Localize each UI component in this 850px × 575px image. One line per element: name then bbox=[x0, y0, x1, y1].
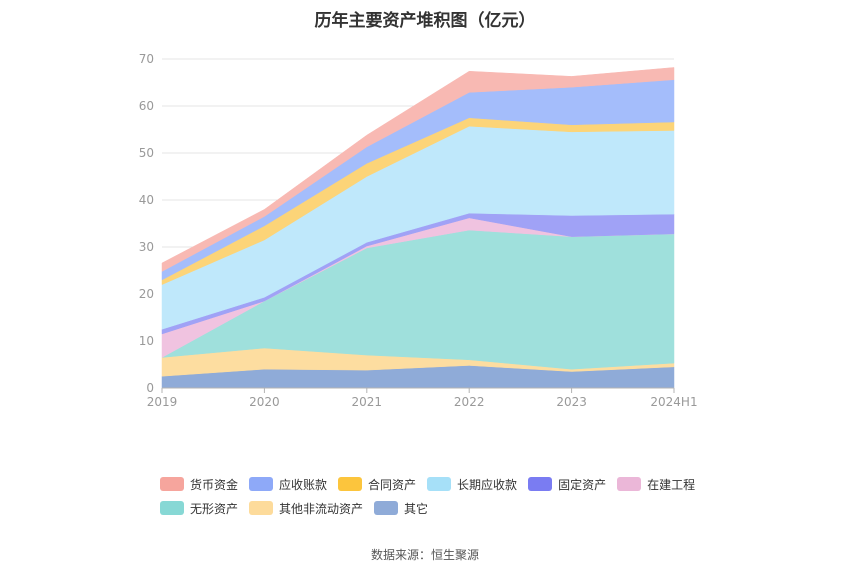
y-tick-label: 50 bbox=[139, 146, 154, 160]
legend-swatch bbox=[249, 501, 274, 515]
y-tick-label: 40 bbox=[139, 193, 154, 207]
legend-item[interactable]: 无形资产 bbox=[160, 500, 238, 517]
legend-label: 其它 bbox=[404, 501, 429, 516]
legend-item[interactable]: 其他非流动资产 bbox=[249, 500, 363, 517]
legend-label: 合同资产 bbox=[368, 477, 417, 492]
legend-label: 无形资产 bbox=[190, 501, 239, 516]
y-tick-label: 0 bbox=[146, 381, 154, 395]
x-tick-label: 2024H1 bbox=[650, 395, 697, 409]
legend-swatch bbox=[338, 477, 363, 491]
y-tick-label: 30 bbox=[139, 240, 154, 254]
legend-item[interactable]: 合同资产 bbox=[338, 476, 416, 493]
legend-swatch bbox=[374, 501, 399, 515]
legend-swatch bbox=[160, 477, 184, 491]
legend-swatch bbox=[160, 501, 184, 515]
legend-row: 货币资金 应收账款 合同资产 长期应收款 固定资产 在建工程 bbox=[160, 472, 720, 496]
y-tick-label: 70 bbox=[139, 52, 154, 66]
y-tick-label: 20 bbox=[139, 287, 154, 301]
legend-label: 其他非流动资产 bbox=[279, 501, 364, 516]
legend-label: 应收账款 bbox=[279, 477, 328, 492]
legend-label: 在建工程 bbox=[647, 477, 696, 492]
legend-swatch bbox=[617, 477, 642, 491]
stacked-area-chart: 0 10 20 30 40 50 60 70 2019 2020 2021 2022 2023 2024… bbox=[139, 52, 698, 409]
legend-item[interactable]: 在建工程 bbox=[617, 476, 695, 493]
x-axis bbox=[161, 387, 675, 393]
x-tick-label: 2022 bbox=[454, 395, 485, 409]
y-tick-label: 60 bbox=[139, 99, 154, 113]
x-tick-label: 2020 bbox=[249, 395, 280, 409]
legend-label: 长期应收款 bbox=[457, 477, 518, 492]
x-axis-tick-labels: 2019 2020 2021 2022 2023 2024H1 bbox=[147, 395, 698, 409]
legend-label: 固定资产 bbox=[558, 477, 607, 492]
legend-swatch bbox=[249, 477, 274, 491]
x-tick-label: 2019 bbox=[147, 395, 178, 409]
legend-item[interactable]: 固定资产 bbox=[528, 476, 606, 493]
legend-swatch bbox=[528, 477, 553, 491]
x-tick-label: 2023 bbox=[556, 395, 587, 409]
x-tick-label: 2021 bbox=[352, 395, 383, 409]
legend-item[interactable]: 长期应收款 bbox=[427, 476, 517, 493]
legend-label: 货币资金 bbox=[190, 477, 239, 492]
legend-item[interactable]: 货币资金 bbox=[160, 476, 238, 493]
chart-title: 历年主要资产堆积图（亿元） bbox=[314, 11, 536, 31]
y-axis-tick-labels: 0 10 20 30 40 50 60 70 bbox=[139, 52, 154, 395]
data-source: 数据来源：恒生聚源 bbox=[370, 548, 479, 562]
legend-item[interactable]: 应收账款 bbox=[249, 476, 327, 493]
legend-swatch bbox=[427, 477, 452, 491]
legend-item[interactable]: 其它 bbox=[374, 500, 428, 517]
legend-row: 无形资产 其他非流动资产 其它 bbox=[160, 496, 720, 520]
series-areas bbox=[161, 67, 675, 389]
y-tick-label: 10 bbox=[139, 334, 154, 348]
chart-legend: 货币资金 应收账款 合同资产 长期应收款 固定资产 在建工程无形资产 其他非流动资产 其它 bbox=[160, 472, 720, 520]
area-货币资金 bbox=[161, 67, 675, 272]
